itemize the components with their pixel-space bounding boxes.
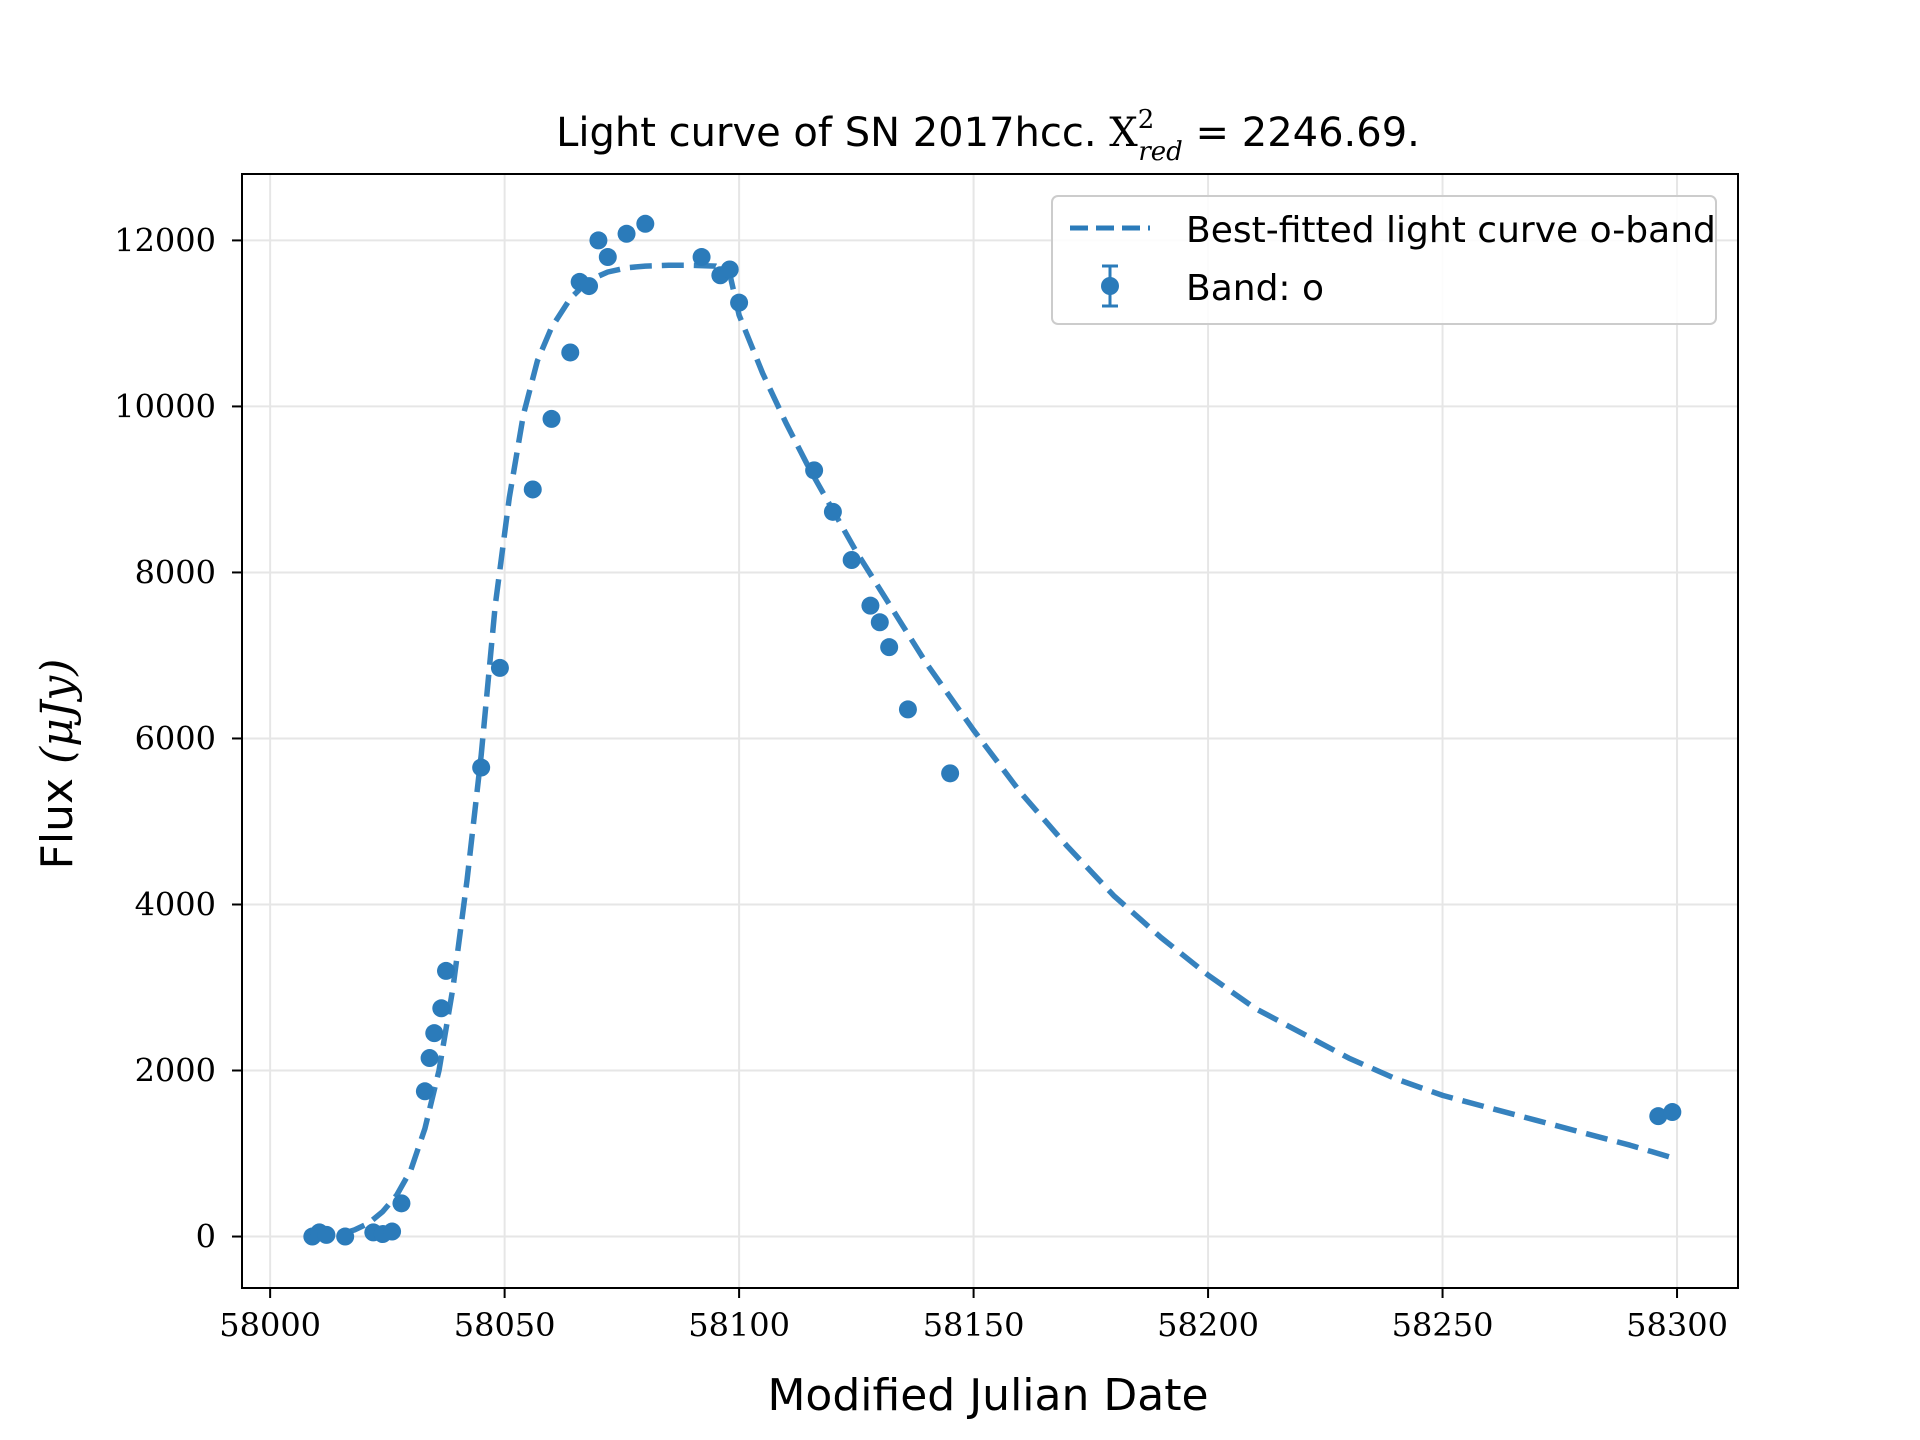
fit-curve-line xyxy=(312,262,1674,1240)
data-point xyxy=(842,550,861,569)
y-tick-label: 0 xyxy=(196,1218,216,1256)
data-point xyxy=(420,1049,439,1068)
data-point xyxy=(317,1225,336,1244)
x-tick-label: 58000 xyxy=(219,1306,321,1344)
y-axis-label-unit: (μJy) xyxy=(32,659,83,764)
x-tick-label: 58150 xyxy=(923,1306,1025,1344)
y-tick-label: 12000 xyxy=(114,221,216,259)
data-point xyxy=(1649,1107,1668,1126)
data-point xyxy=(425,1024,444,1043)
x-tick-label: 58100 xyxy=(688,1306,790,1344)
x-tick-label: 58250 xyxy=(1392,1306,1494,1344)
legend-band-label: Band: o xyxy=(1186,268,1324,309)
title-chi-symbol: X xyxy=(1109,110,1138,156)
data-point xyxy=(523,480,542,499)
y-tick-label: 10000 xyxy=(114,387,216,425)
data-point xyxy=(383,1222,402,1241)
data-point xyxy=(432,999,451,1018)
data-point xyxy=(472,758,491,777)
data-points-layer xyxy=(303,214,1682,1246)
y-tick-label: 4000 xyxy=(135,885,216,923)
x-axis-label: Modified Julian Date xyxy=(767,1370,1208,1421)
x-tick-label: 58300 xyxy=(1626,1306,1728,1344)
title-value: = 2246.69. xyxy=(1183,110,1420,156)
data-point xyxy=(861,596,880,615)
y-tick-label: 6000 xyxy=(135,719,216,757)
data-point xyxy=(880,638,899,657)
data-point xyxy=(941,764,960,783)
data-point xyxy=(415,1082,434,1101)
axis-ticks: 58000 58050 58100 58150 58200 58250 58300 0 2000… xyxy=(114,221,1728,1344)
data-point xyxy=(692,248,711,267)
data-point xyxy=(336,1227,355,1246)
data-point xyxy=(561,343,580,362)
plot-frame xyxy=(241,173,1739,1289)
legend-fit-label: Best-fitted light curve o-band xyxy=(1186,210,1716,251)
data-point xyxy=(805,461,824,480)
legend-point-swatch xyxy=(1101,277,1119,295)
data-point xyxy=(589,231,608,250)
data-point xyxy=(870,613,889,632)
y-tick-label: 2000 xyxy=(135,1052,216,1090)
grid-lines xyxy=(242,174,1738,1288)
data-point xyxy=(730,293,749,312)
y-axis-label-text: Flux xyxy=(32,764,83,869)
data-point xyxy=(542,409,561,428)
x-tick-label: 58200 xyxy=(1157,1306,1259,1344)
data-point xyxy=(720,260,739,279)
y-axis-label: Flux (μJy) xyxy=(32,659,83,870)
data-point xyxy=(636,214,655,233)
title-text: Light curve of SN 2017hcc. xyxy=(556,110,1109,156)
fit-curve-layer xyxy=(312,262,1674,1240)
title-chi-subscript: red xyxy=(1138,137,1182,167)
legend-box xyxy=(1051,195,1717,325)
data-point xyxy=(392,1194,411,1213)
data-point xyxy=(823,502,842,521)
y-tick-label: 8000 xyxy=(135,553,216,591)
data-point xyxy=(1663,1103,1682,1122)
legend: Best-fitted light curve o-band Band: o xyxy=(1051,195,1717,325)
data-point xyxy=(580,277,599,296)
data-point xyxy=(598,248,617,267)
title-chi-superscript: 2 xyxy=(1138,105,1155,135)
chart-title: Light curve of SN 2017hcc. X2 red = 2246.… xyxy=(556,105,1420,167)
x-tick-label: 58050 xyxy=(454,1306,556,1344)
data-point xyxy=(490,658,509,677)
data-point xyxy=(898,700,917,719)
data-point xyxy=(437,961,455,980)
data-point xyxy=(617,224,636,243)
